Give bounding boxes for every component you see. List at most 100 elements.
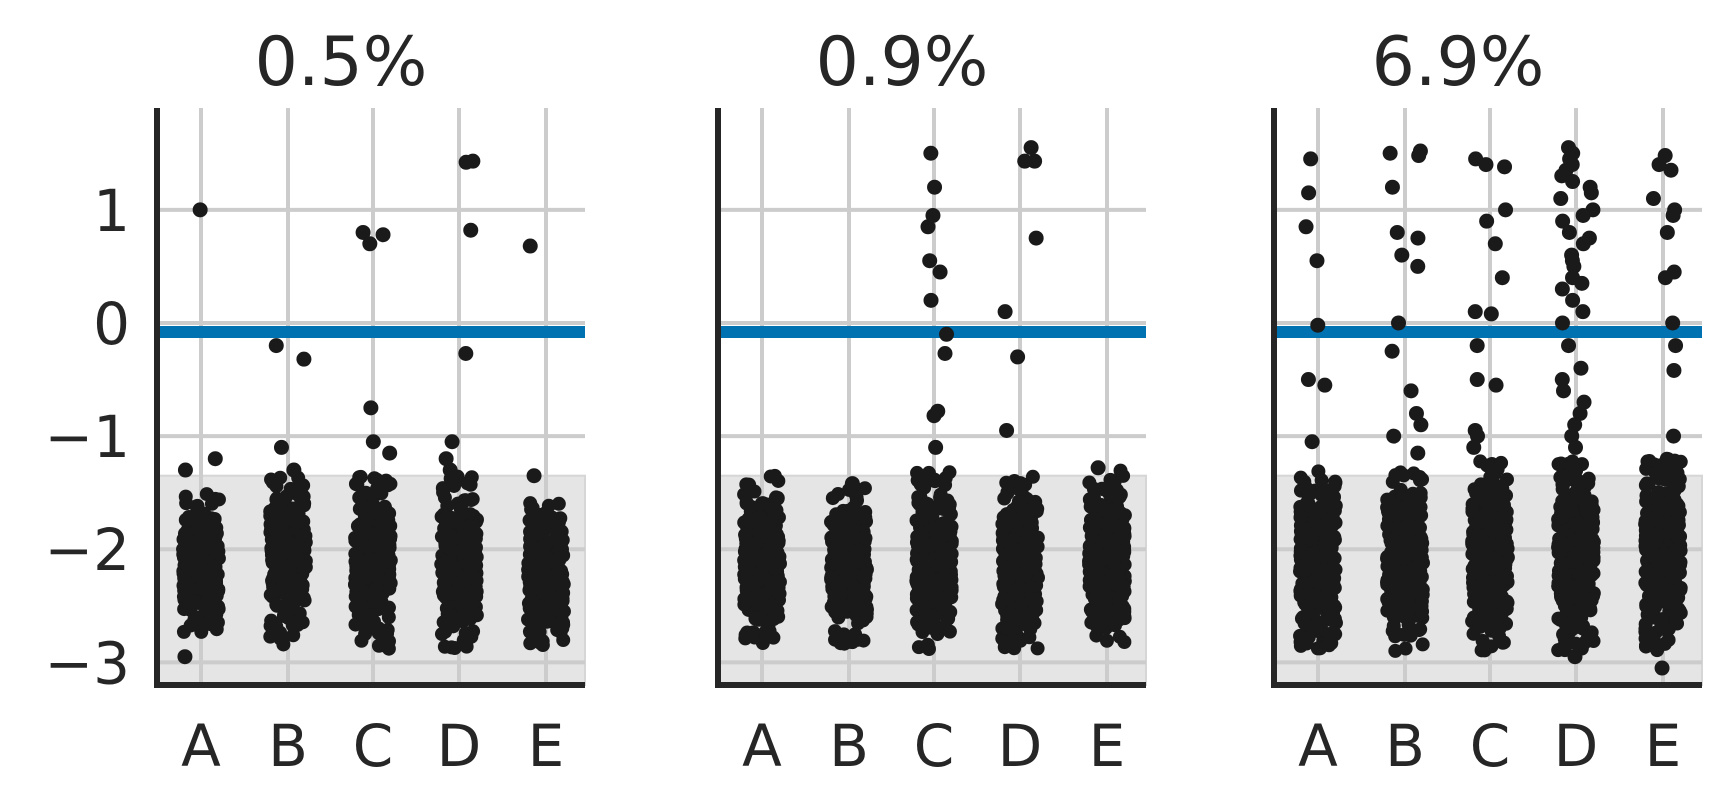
data-point [1412, 623, 1427, 638]
data-point-outlier [1310, 317, 1326, 333]
data-point-outlier [1659, 224, 1675, 240]
data-point [936, 595, 951, 610]
data-point [1489, 613, 1504, 628]
data-point [997, 568, 1012, 583]
data-point-outlier [1411, 148, 1427, 164]
data-point [377, 535, 392, 550]
data-point [915, 526, 930, 541]
data-point [911, 575, 926, 590]
data-point-outlier [1487, 236, 1503, 252]
data-point [521, 556, 536, 571]
data-point-outlier [932, 264, 948, 280]
data-point [942, 624, 957, 639]
x-tick-label: B [829, 712, 869, 780]
data-point [1003, 533, 1018, 548]
data-point [1480, 511, 1495, 526]
data-point [1566, 551, 1581, 566]
data-point [1645, 537, 1660, 552]
data-point [1478, 536, 1493, 551]
data-point [1414, 599, 1429, 614]
data-point-outlier [922, 253, 938, 269]
data-point-outlier [1583, 185, 1599, 201]
data-point [1569, 463, 1584, 478]
data-point-outlier [1408, 405, 1424, 421]
data-point-outlier [444, 434, 460, 450]
data-point [466, 588, 481, 603]
data-point [359, 559, 374, 574]
data-point [1318, 539, 1333, 554]
data-point [358, 618, 373, 633]
data-point-outlier [286, 462, 302, 478]
data-point-outlier [363, 400, 379, 416]
data-point [453, 507, 468, 522]
data-point [1639, 632, 1654, 647]
data-point [1500, 595, 1515, 610]
data-point [1082, 546, 1097, 561]
data-point-outlier [365, 434, 381, 450]
data-point-outlier [438, 451, 454, 467]
data-point [1660, 469, 1675, 484]
data-point [551, 496, 566, 511]
data-point [272, 626, 287, 641]
data-point-outlier [1581, 230, 1597, 246]
data-point [276, 609, 291, 624]
data-point-outlier [1303, 151, 1319, 167]
data-point [1084, 615, 1099, 630]
data-point [349, 578, 364, 593]
data-point [348, 546, 363, 561]
data-point [363, 500, 378, 515]
data-point [1111, 569, 1126, 584]
data-point [1114, 519, 1129, 534]
data-point [1406, 466, 1421, 481]
data-point [1089, 628, 1104, 643]
data-point [1657, 636, 1672, 651]
data-point [1555, 509, 1570, 524]
data-point [1314, 521, 1329, 536]
data-point [747, 537, 762, 552]
data-point [1555, 482, 1570, 497]
data-point [1551, 563, 1566, 578]
data-point [1388, 629, 1403, 644]
data-point [434, 627, 449, 642]
data-point [1401, 523, 1416, 538]
data-point-outlier [1567, 649, 1583, 665]
data-point [1011, 494, 1026, 509]
x-tick-label: C [1470, 712, 1511, 780]
panel-3: A B C D E6.9% [1271, 23, 1703, 780]
data-point-outlier [925, 207, 941, 223]
data-point [761, 628, 776, 643]
data-point [1655, 612, 1670, 627]
data-point-outlier [1645, 191, 1661, 207]
data-point [1002, 508, 1017, 523]
data-point [1654, 587, 1669, 602]
data-point-outlier [1556, 383, 1572, 399]
y-tick-label: −3 [45, 629, 131, 697]
data-point [770, 491, 785, 506]
x-tick-label: B [268, 712, 308, 780]
x-tick-label: D [998, 712, 1043, 780]
data-point-outlier [1564, 428, 1580, 444]
data-point [1325, 606, 1340, 621]
data-point [1314, 473, 1329, 488]
data-point [1299, 576, 1314, 591]
data-point-outlier [1666, 362, 1682, 378]
data-point [1673, 529, 1688, 544]
data-point [1325, 571, 1340, 586]
panel-title: 0.5% [255, 23, 428, 102]
data-point [1385, 557, 1400, 572]
data-point [523, 496, 538, 511]
data-point [267, 566, 282, 581]
data-point [354, 633, 369, 648]
data-point-outlier [268, 338, 284, 354]
data-point [1015, 616, 1030, 631]
data-point-outlier [1576, 394, 1592, 410]
data-point-outlier [273, 439, 289, 455]
data-point-outlier [1413, 417, 1429, 433]
data-point-outlier [1651, 157, 1667, 173]
data-point [352, 490, 367, 505]
data-point-outlier [1298, 219, 1314, 235]
data-point [1668, 614, 1683, 629]
data-point [1499, 472, 1514, 487]
data-point-outlier [1389, 224, 1405, 240]
data-point-outlier [1467, 304, 1483, 320]
